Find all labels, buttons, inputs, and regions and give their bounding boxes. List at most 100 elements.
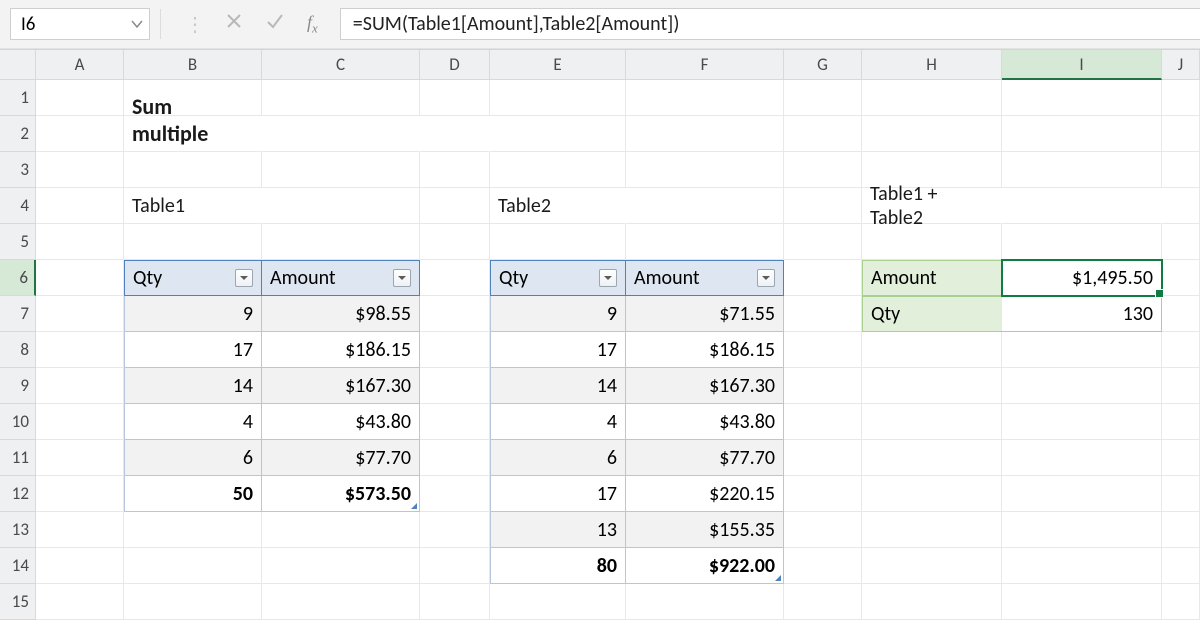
cell[interactable] (1002, 512, 1162, 548)
cell[interactable] (420, 404, 490, 440)
column-header[interactable]: E (490, 50, 626, 80)
cell[interactable] (1002, 548, 1162, 584)
cell[interactable] (1162, 224, 1200, 260)
row-header[interactable]: 2 (0, 116, 36, 152)
cell[interactable] (626, 224, 784, 260)
cell[interactable] (784, 116, 862, 152)
column-header[interactable]: I (1002, 50, 1162, 80)
row-header[interactable]: 1 (0, 80, 36, 116)
column-header[interactable]: H (862, 50, 1002, 80)
cell[interactable] (36, 188, 124, 224)
row-header[interactable]: 5 (0, 224, 36, 260)
table2-cell-amount[interactable]: $43.80 (626, 404, 784, 440)
cell[interactable] (420, 368, 490, 404)
summary-qty-value[interactable]: 130 (1002, 296, 1162, 332)
cell[interactable] (36, 116, 124, 152)
cell[interactable] (36, 476, 124, 512)
table1-cell-amount[interactable]: $43.80 (262, 404, 420, 440)
cell[interactable] (784, 404, 862, 440)
table2-cell-qty[interactable]: 6 (490, 440, 626, 476)
table1-cell-amount[interactable]: $186.15 (262, 332, 420, 368)
summary-amount-label[interactable]: Amount (862, 260, 1002, 296)
cell[interactable] (862, 548, 1002, 584)
cell[interactable] (420, 584, 490, 620)
column-header[interactable]: A (36, 50, 124, 80)
row-header[interactable]: 12 (0, 476, 36, 512)
cell[interactable] (420, 80, 490, 116)
cell[interactable] (862, 404, 1002, 440)
row-header[interactable]: 3 (0, 152, 36, 188)
cell[interactable] (1162, 188, 1200, 224)
cell[interactable] (1162, 152, 1200, 188)
fx-icon[interactable]: fx (307, 12, 318, 37)
cell[interactable] (862, 476, 1002, 512)
cell[interactable] (784, 368, 862, 404)
cell[interactable] (36, 440, 124, 476)
cell[interactable] (784, 440, 862, 476)
cell[interactable] (784, 80, 862, 116)
cell[interactable] (784, 548, 862, 584)
formula-input[interactable]: =SUM(Table1[Amount],Table2[Amount]) (340, 8, 1200, 40)
table2-cell-qty[interactable]: 9 (490, 296, 626, 332)
table1-cell-qty[interactable]: 14 (124, 368, 262, 404)
cell[interactable] (784, 296, 862, 332)
cell[interactable] (490, 224, 626, 260)
cell[interactable] (1002, 152, 1162, 188)
row-header[interactable]: 15 (0, 584, 36, 620)
table2-cell-qty[interactable]: 13 (490, 512, 626, 548)
row-header[interactable]: 4 (0, 188, 36, 224)
cell[interactable] (1162, 296, 1200, 332)
cell[interactable] (36, 332, 124, 368)
cell[interactable] (262, 80, 420, 116)
table1-header-amount[interactable]: Amount (262, 260, 420, 296)
cell[interactable] (36, 404, 124, 440)
cell[interactable] (420, 152, 490, 188)
table2-cell-qty[interactable]: 4 (490, 404, 626, 440)
cell[interactable] (36, 224, 124, 260)
cell[interactable] (262, 512, 420, 548)
cell[interactable] (1002, 116, 1162, 152)
cell[interactable] (862, 332, 1002, 368)
cell[interactable] (1002, 584, 1162, 620)
filter-dropdown-icon[interactable] (235, 269, 253, 287)
cell[interactable] (626, 188, 784, 224)
cell[interactable] (420, 224, 490, 260)
cell[interactable] (262, 224, 420, 260)
table2-cell-amount[interactable]: $167.30 (626, 368, 784, 404)
column-header[interactable]: J (1162, 50, 1200, 80)
table1-cell-qty[interactable]: 17 (124, 332, 262, 368)
cell[interactable] (862, 512, 1002, 548)
cell[interactable] (124, 152, 262, 188)
cell[interactable] (1002, 404, 1162, 440)
row-header[interactable]: 6 (0, 260, 36, 296)
cell[interactable] (1162, 404, 1200, 440)
name-box[interactable]: I6 (10, 8, 150, 40)
cell[interactable] (36, 152, 124, 188)
cell[interactable] (1002, 368, 1162, 404)
cell[interactable] (420, 476, 490, 512)
cell[interactable] (626, 584, 784, 620)
cell[interactable] (784, 332, 862, 368)
cell[interactable] (124, 512, 262, 548)
summary-qty-label[interactable]: Qty (862, 296, 1002, 332)
cell[interactable] (1162, 80, 1200, 116)
table1-cell-amount[interactable]: $77.70 (262, 440, 420, 476)
cell[interactable] (36, 548, 124, 584)
cell[interactable] (1162, 332, 1200, 368)
cell[interactable] (626, 152, 784, 188)
cell[interactable] (1162, 260, 1200, 296)
cell[interactable] (36, 584, 124, 620)
table2-total-qty[interactable]: 80 (490, 548, 626, 584)
table1-cell-amount[interactable]: $98.55 (262, 296, 420, 332)
cell[interactable] (420, 512, 490, 548)
table1-total-amount[interactable]: $573.50 (262, 476, 420, 512)
filter-dropdown-icon[interactable] (393, 269, 411, 287)
table2-cell-qty[interactable]: 17 (490, 476, 626, 512)
row-header[interactable]: 13 (0, 512, 36, 548)
cell[interactable] (36, 512, 124, 548)
column-header[interactable]: B (124, 50, 262, 80)
cell[interactable] (1162, 116, 1200, 152)
table1-cell-qty[interactable]: 6 (124, 440, 262, 476)
table2-cell-amount[interactable]: $220.15 (626, 476, 784, 512)
cell[interactable] (124, 584, 262, 620)
